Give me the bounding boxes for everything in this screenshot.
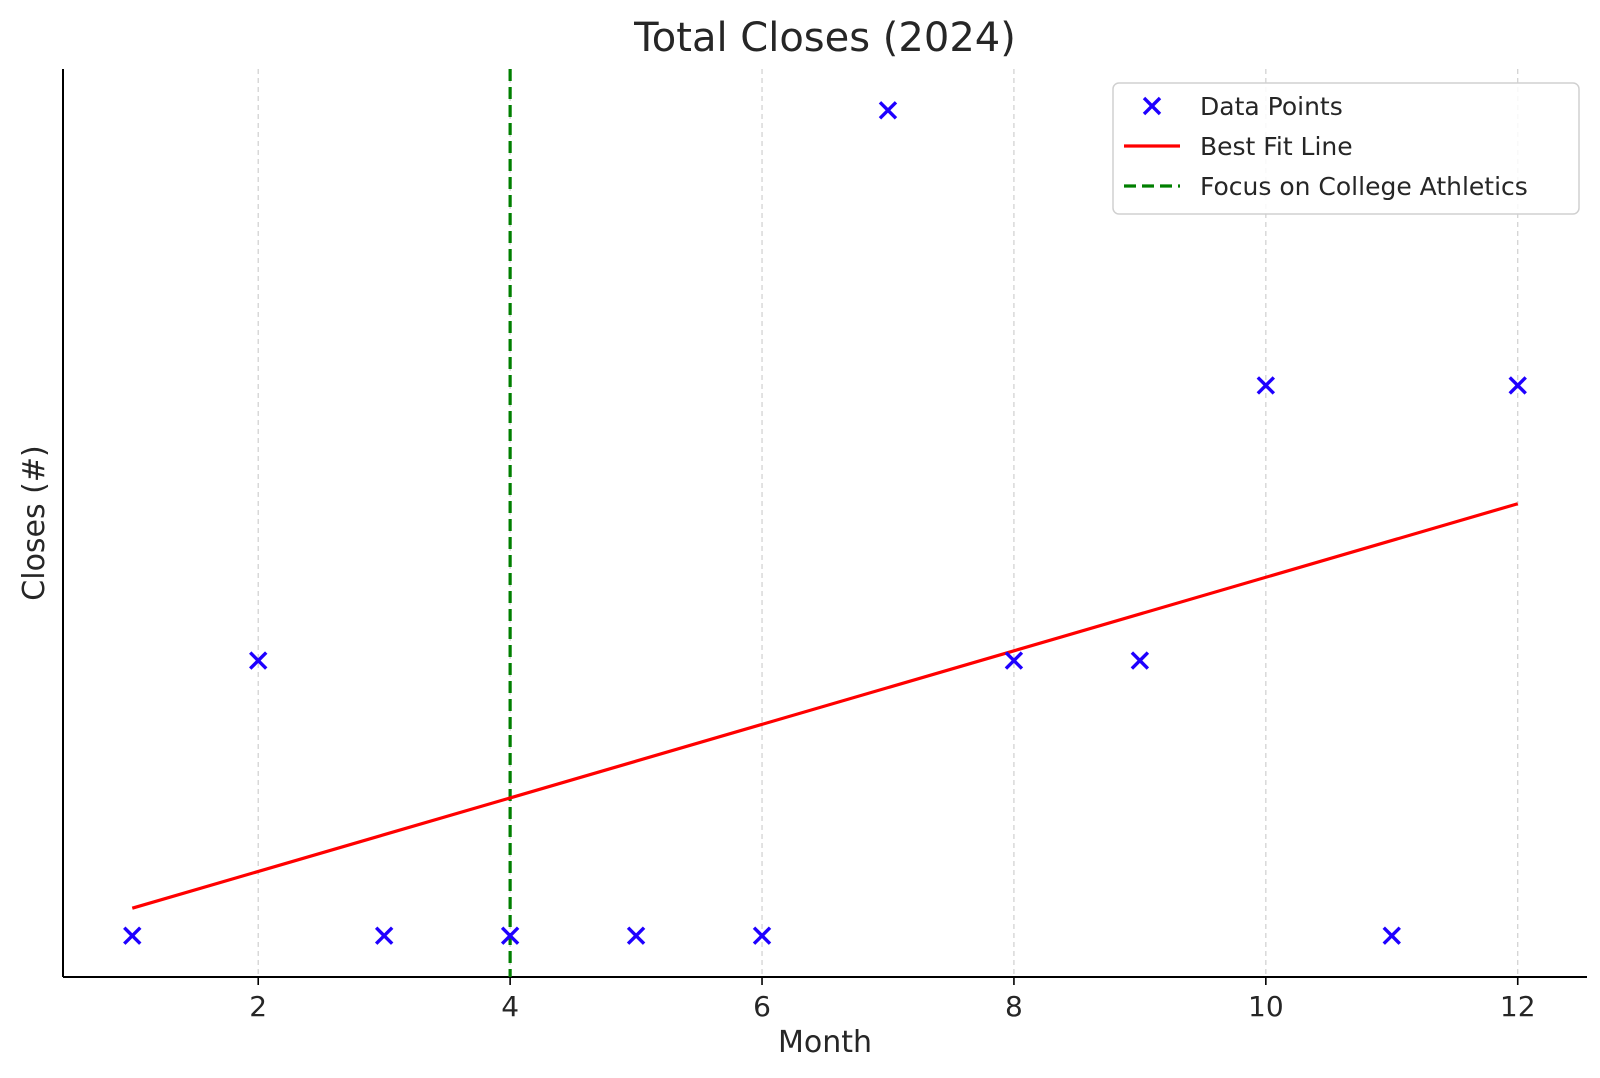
x-tick-label-8: 8: [1005, 990, 1023, 1023]
data-point-month-3: [374, 926, 394, 945]
legend-marker-data-points: [1142, 96, 1162, 116]
x-ticks-layer: 2 4 6 8 10 12: [249, 977, 1536, 1023]
best-fit-line: [131, 502, 1519, 910]
x-tick-label-6: 6: [753, 990, 771, 1023]
x-tick-label-10: 10: [1248, 990, 1284, 1023]
data-point-month-9: [1130, 651, 1150, 670]
x-axis-label: Month: [778, 1025, 872, 1060]
data-point-month-10: [1256, 376, 1276, 395]
data-point-month-4: [500, 926, 520, 945]
data-point-month-7: [878, 101, 898, 120]
x-tick-label-12: 12: [1500, 990, 1536, 1023]
legend-label-2: Best Fit Line: [1200, 132, 1353, 161]
legend: Data Points Best Fit Line Focus on College…: [1112, 82, 1580, 215]
data-point-month-1: [123, 926, 142, 945]
data-point-month-12: [1508, 376, 1527, 395]
y-axis-label: Closes (#): [17, 445, 52, 600]
legend-label-3: Focus on College Athletics: [1200, 172, 1528, 201]
data-point-month-2: [249, 651, 268, 670]
axes-layer: [62, 69, 1587, 978]
x-tick-label-2: 2: [249, 990, 267, 1023]
data-point-month-8: [1004, 651, 1024, 670]
legend-box: [1112, 82, 1580, 215]
x-tick-label-4: 4: [501, 990, 519, 1023]
data-point-month-11: [1382, 926, 1401, 945]
data-point-month-6: [752, 926, 772, 945]
chart-title: Total Closes (2024): [633, 15, 1016, 61]
data-point-month-5: [626, 926, 646, 945]
plot-layer: [123, 69, 1527, 977]
legend-label-1: Data Points: [1200, 92, 1343, 121]
